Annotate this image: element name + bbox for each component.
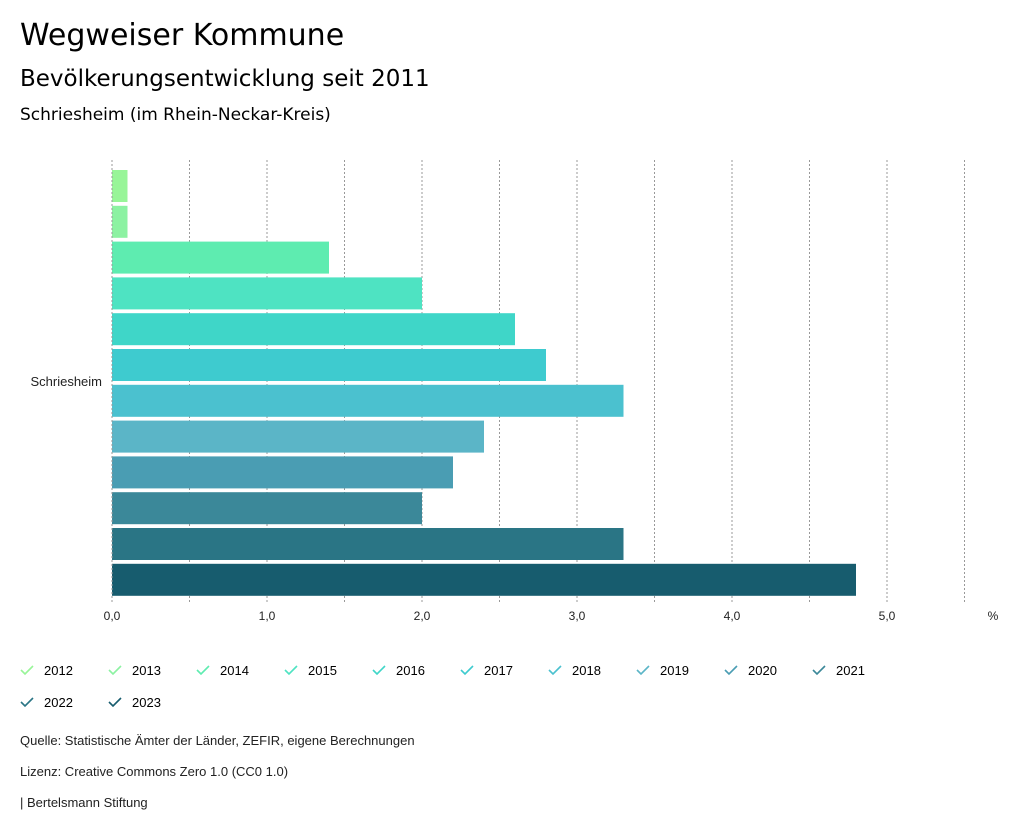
check-icon <box>284 665 298 676</box>
category-label: Schriesheim <box>30 374 102 389</box>
legend-label: 2018 <box>572 662 601 678</box>
legend-label: 2015 <box>308 662 337 678</box>
check-icon <box>20 665 34 676</box>
legend-label: 2017 <box>484 662 513 678</box>
legend-item-2013[interactable]: 2013 <box>108 660 161 680</box>
legend-label: 2016 <box>396 662 425 678</box>
x-tick-label: 3,0 <box>569 609 586 623</box>
legend-item-2021[interactable]: 2021 <box>812 660 865 680</box>
region-label: Schriesheim (im Rhein-Neckar-Kreis) <box>20 105 331 125</box>
bar-2021 <box>112 492 422 525</box>
unit-label: % <box>988 609 999 623</box>
legend-label: 2013 <box>132 662 161 678</box>
legend-label: 2020 <box>748 662 777 678</box>
legend-item-2014[interactable]: 2014 <box>196 660 249 680</box>
legend-label: 2022 <box>44 694 73 710</box>
x-tick-label: 5,0 <box>879 609 896 623</box>
bar-2016 <box>112 313 515 346</box>
bar-chart: 0,0 1,0 2,0 3,0 4,0 5,0 % Schriesheim <box>30 160 999 623</box>
bar-2018 <box>112 384 624 417</box>
source-note: Quelle: Statistische Ämter der Länder, Z… <box>20 733 415 748</box>
bar-2015 <box>112 277 422 310</box>
legend-label: 2023 <box>132 694 161 710</box>
x-tick-label: 0,0 <box>104 609 121 623</box>
license-note: Lizenz: Creative Commons Zero 1.0 (CC0 1… <box>20 764 289 779</box>
legend-label: 2021 <box>836 662 865 678</box>
bar-2013 <box>112 205 128 238</box>
legend-item-2022[interactable]: 2022 <box>20 692 73 712</box>
check-icon <box>20 697 34 708</box>
legend-item-2020[interactable]: 2020 <box>724 660 777 680</box>
check-icon <box>724 665 738 676</box>
publisher-note: | Bertelsmann Stiftung <box>20 795 148 810</box>
x-tick-label: 1,0 <box>259 609 276 623</box>
x-tick-label: 2,0 <box>414 609 431 623</box>
legend-label: 2014 <box>220 662 249 678</box>
legend-label: 2012 <box>44 662 73 678</box>
x-tick-label: 4,0 <box>724 609 741 623</box>
check-icon <box>812 665 826 676</box>
check-icon <box>548 665 562 676</box>
legend-item-2017[interactable]: 2017 <box>460 660 513 680</box>
check-icon <box>108 665 122 676</box>
bar-2014 <box>112 241 329 274</box>
bar-2019 <box>112 420 484 453</box>
bar-2017 <box>112 349 546 381</box>
legend-item-2023[interactable]: 2023 <box>108 692 161 712</box>
check-icon <box>372 665 386 676</box>
check-icon <box>196 665 210 676</box>
check-icon <box>460 665 474 676</box>
legend-item-2012[interactable]: 2012 <box>20 660 73 680</box>
chart-subtitle: Bevölkerungsentwicklung seit 2011 <box>20 66 430 92</box>
bar-2012 <box>112 170 128 202</box>
bar-2020 <box>112 456 453 489</box>
check-icon <box>108 697 122 708</box>
bar-2023 <box>112 563 856 596</box>
legend-item-2015[interactable]: 2015 <box>284 660 337 680</box>
bar-2022 <box>112 528 624 560</box>
legend-item-2016[interactable]: 2016 <box>372 660 425 680</box>
legend-item-2019[interactable]: 2019 <box>636 660 689 680</box>
chart-title: Wegweiser Kommune <box>20 18 345 53</box>
check-icon <box>636 665 650 676</box>
legend-item-2018[interactable]: 2018 <box>548 660 601 680</box>
legend-label: 2019 <box>660 662 689 678</box>
